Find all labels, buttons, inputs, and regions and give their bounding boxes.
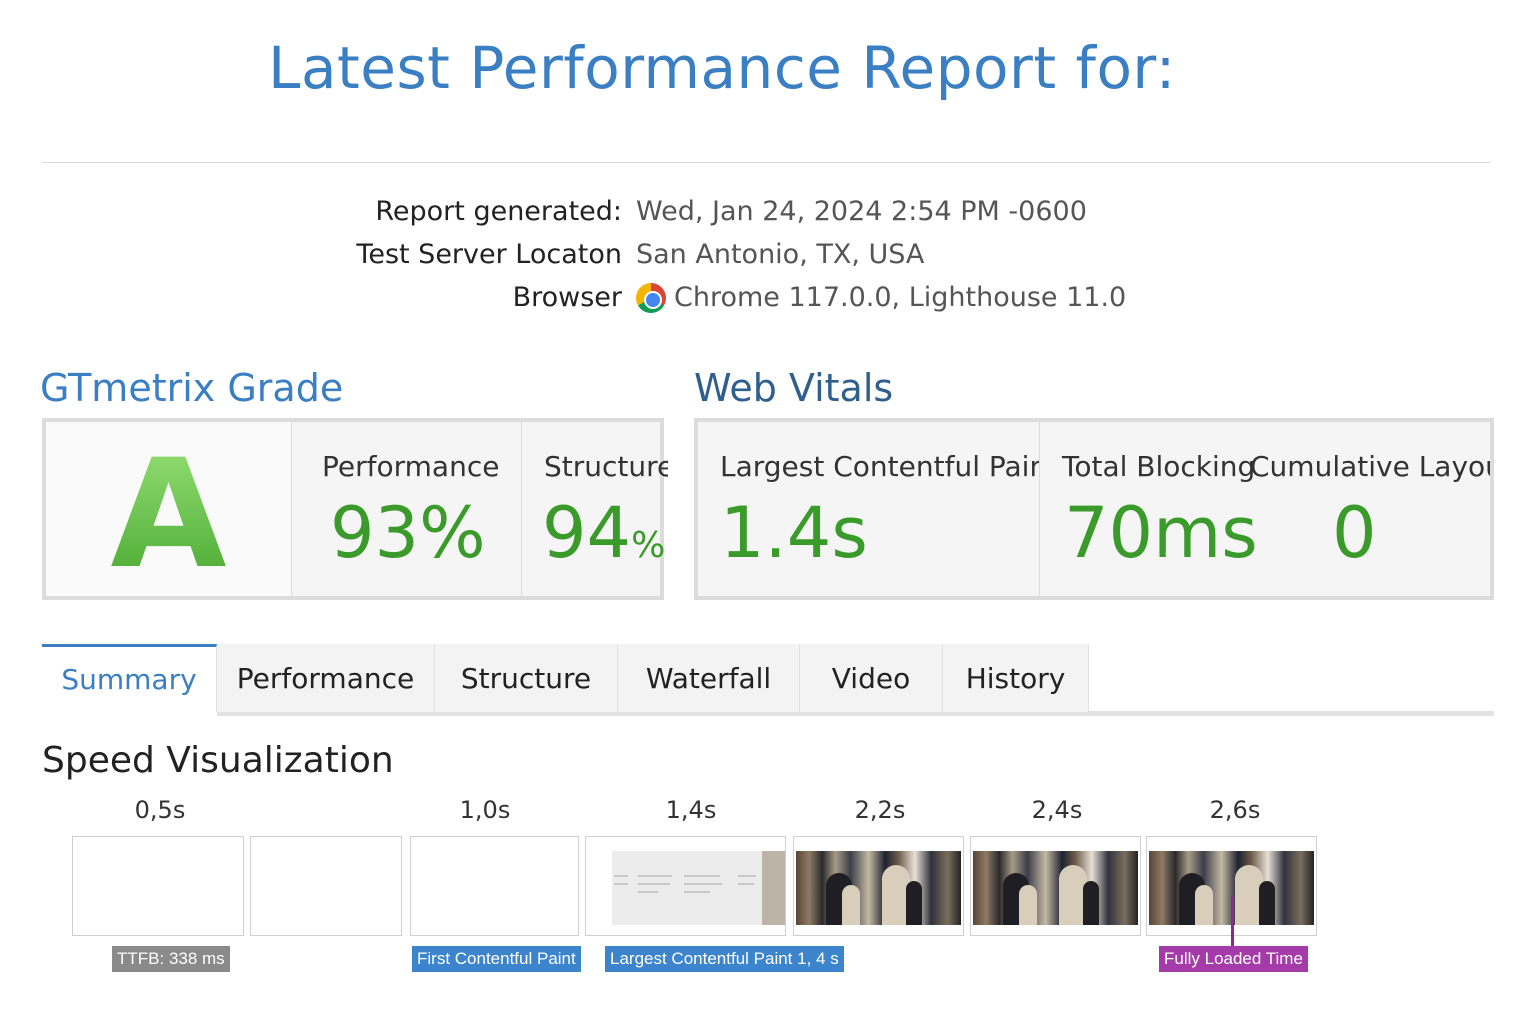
tbt-label: Total Blocking [1062, 450, 1256, 483]
page-render-image [762, 851, 785, 925]
header-divider [42, 162, 1490, 163]
time-label-0-5s: 0,5s [134, 796, 186, 824]
structure-label: Structure [544, 450, 668, 483]
browser-value-wrap: Chrome 117.0.0, Lighthouse 11.0 [636, 282, 1126, 313]
speed-visualization-title: Speed Visualization [42, 740, 394, 781]
tbt-cls-cell: Total Blocking 70ms Cumulative Layout 0 [1040, 422, 1490, 596]
report-tabs: Summary Performance Structure Waterfall … [42, 644, 1494, 716]
grade-letter: A [46, 428, 291, 596]
performance-value: 93% [330, 492, 486, 574]
page-title: Latest Performance Report for: [268, 34, 1176, 102]
generated-label: Report generated: [375, 196, 622, 227]
structure-value: 94 [542, 492, 632, 574]
gtmetrix-grade-title: GTmetrix Grade [40, 366, 344, 410]
cls-value: 0 [1332, 492, 1377, 574]
tab-history[interactable]: History [943, 644, 1089, 712]
grade-letter-cell: A [46, 422, 292, 596]
tab-performance[interactable]: Performance [217, 644, 435, 712]
time-label-2-2s: 2,2s [854, 796, 906, 824]
tab-waterfall[interactable]: Waterfall [618, 644, 800, 712]
page-photo [796, 851, 961, 925]
page-render-block [612, 851, 762, 925]
location-value: San Antonio, TX, USA [636, 239, 925, 270]
structure-score-cell: Structure 94% [522, 422, 668, 596]
time-label-1-0s: 1,0s [459, 796, 511, 824]
filmstrip-frame[interactable] [250, 836, 402, 936]
generated-value: Wed, Jan 24, 2024 2:54 PM -0600 [636, 196, 1087, 227]
time-label-2-4s: 2,4s [1031, 796, 1083, 824]
filmstrip-frame[interactable] [793, 836, 964, 936]
tbt-value: 70ms [1064, 492, 1258, 574]
web-vitals-title: Web Vitals [694, 366, 894, 410]
fully-loaded-marker-line [1231, 896, 1234, 946]
lcp-label: Largest Contentful Paint [720, 450, 1040, 483]
meta-row-browser: Browser Chrome 117.0.0, Lighthouse 11.0 [0, 282, 1536, 322]
filmstrip-frame[interactable] [970, 836, 1141, 936]
lcp-cell: Largest Contentful Paint 1.4s [698, 422, 1040, 596]
meta-row-location: Test Server Locaton San Antonio, TX, USA [0, 239, 1536, 279]
page-photo [973, 851, 1138, 925]
browser-label: Browser [512, 282, 622, 313]
browser-value: Chrome 117.0.0, Lighthouse 11.0 [674, 282, 1127, 313]
lcp-value: 1.4s [720, 492, 868, 574]
meta-row-generated: Report generated: Wed, Jan 24, 2024 2:54… [0, 196, 1536, 236]
grade-card: A Performance 93% Structure 94% [42, 418, 668, 600]
fully-loaded-marker: Fully Loaded Time [1159, 946, 1308, 972]
structure-value-wrap: 94% [542, 492, 665, 574]
fcp-marker: First Contentful Paint [412, 946, 581, 972]
filmstrip-frame[interactable] [410, 836, 579, 936]
chrome-icon [636, 282, 666, 313]
tabs-baseline [217, 711, 1494, 716]
performance-label: Performance [322, 450, 500, 483]
performance-score-cell: Performance 93% [292, 422, 522, 596]
tab-video[interactable]: Video [800, 644, 943, 712]
ttfb-marker: TTFB: 338 ms [112, 946, 230, 972]
cls-label: Cumulative Layout [1250, 450, 1490, 483]
tab-summary[interactable]: Summary [42, 644, 217, 712]
time-label-1-4s: 1,4s [665, 796, 717, 824]
tab-structure[interactable]: Structure [435, 644, 618, 712]
lcp-marker: Largest Contentful Paint 1, 4 s [605, 946, 844, 972]
filmstrip-frame[interactable] [585, 836, 786, 936]
time-label-2-6s: 2,6s [1209, 796, 1261, 824]
filmstrip-frame[interactable] [72, 836, 244, 936]
location-label: Test Server Locaton [356, 239, 622, 270]
structure-unit: % [631, 525, 666, 566]
web-vitals-card: Largest Contentful Paint 1.4s Total Bloc… [694, 418, 1494, 600]
